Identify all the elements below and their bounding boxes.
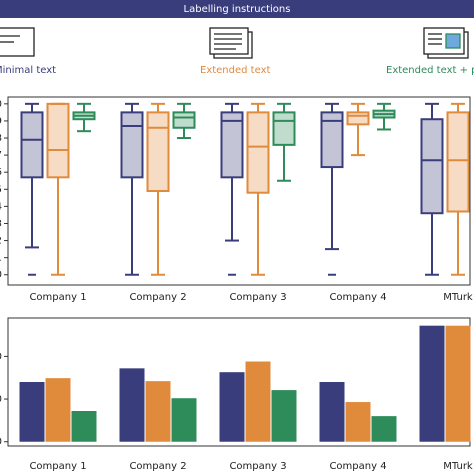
y-tick-label: 20 <box>0 351 2 362</box>
legend-label: Extended text + pictures <box>386 65 474 76</box>
y-tick-label: 1.0 <box>0 99 2 110</box>
bar <box>345 402 371 442</box>
header-bar <box>0 0 474 18</box>
box <box>20 111 44 179</box>
y-tick-label: 0.5 <box>0 184 2 195</box>
x-tick-label: Company 2 <box>129 461 186 472</box>
x-tick-label: MTurk <box>443 461 473 472</box>
bar <box>171 398 197 442</box>
bar <box>371 416 397 442</box>
box <box>172 111 196 129</box>
box <box>246 111 270 194</box>
bar <box>271 390 297 442</box>
box <box>46 102 70 179</box>
box <box>146 111 170 192</box>
y-tick-label: 0 <box>0 437 2 448</box>
bar <box>119 368 145 442</box>
legend-label: Minimal text <box>0 65 56 76</box>
y-tick-label: 0.6 <box>0 167 2 178</box>
box-panel <box>7 96 471 286</box>
bar <box>319 382 345 442</box>
y-tick-label: 0.8 <box>0 133 2 144</box>
y-tick-label: 0.7 <box>0 150 2 161</box>
x-tick-label: Company 2 <box>129 292 186 303</box>
x-tick-label: Company 4 <box>329 292 386 303</box>
icon-extended <box>209 27 253 59</box>
box <box>346 111 370 126</box>
box <box>320 111 344 169</box>
x-tick-label: Company 1 <box>29 292 86 303</box>
y-tick-label: 0.0 <box>0 270 2 281</box>
y-tick-label: 0.9 <box>0 116 2 127</box>
legend-label: Extended text <box>200 65 270 76</box>
box <box>446 111 470 213</box>
icon-pictures <box>423 27 469 59</box>
box <box>420 118 444 215</box>
y-tick-label: 0.2 <box>0 236 2 247</box>
box <box>272 111 296 146</box>
x-tick-label: Company 3 <box>229 461 286 472</box>
y-tick-label: 0.1 <box>0 253 2 264</box>
bar <box>219 372 245 442</box>
box <box>120 111 144 179</box>
bar <box>19 382 45 442</box>
bar <box>445 325 471 442</box>
bar <box>45 378 71 442</box>
bar <box>419 325 445 442</box>
box <box>220 111 244 179</box>
y-tick-label: 0.3 <box>0 218 2 229</box>
x-tick-label: Company 3 <box>229 292 286 303</box>
y-tick-label: 0.4 <box>0 201 2 212</box>
bar <box>71 411 97 442</box>
x-tick-label: MTurk <box>443 292 473 303</box>
header-title: Labelling instructions <box>184 4 291 15</box>
bar <box>145 381 171 442</box>
x-tick-label: Company 1 <box>29 461 86 472</box>
y-tick-label: 10 <box>0 394 2 405</box>
x-tick-label: Company 4 <box>329 461 386 472</box>
bar <box>245 361 271 442</box>
icon-minimal <box>0 27 35 57</box>
